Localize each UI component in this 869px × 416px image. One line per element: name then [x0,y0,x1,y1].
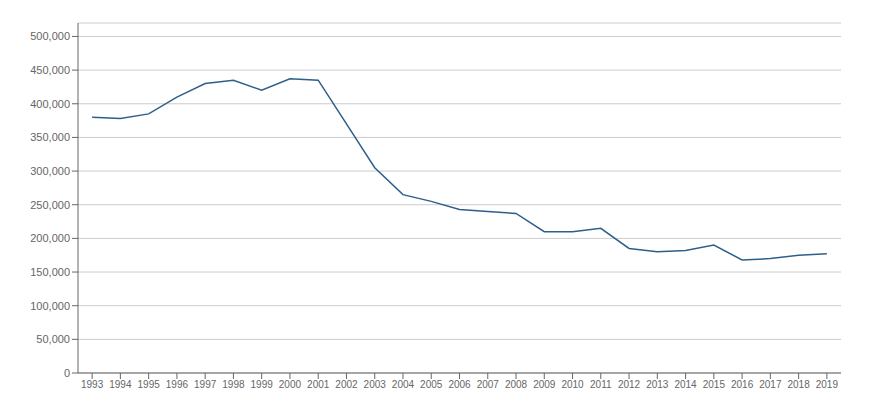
svg-text:2006: 2006 [448,379,471,390]
svg-text:2016: 2016 [731,379,754,390]
svg-text:0: 0 [64,367,70,379]
svg-text:500,000: 500,000 [30,30,70,42]
svg-text:1993: 1993 [81,379,104,390]
svg-text:2014: 2014 [674,379,697,390]
svg-text:2010: 2010 [561,379,584,390]
svg-text:2005: 2005 [420,379,443,390]
svg-text:2018: 2018 [787,379,810,390]
svg-text:250,000: 250,000 [30,199,70,211]
svg-text:2002: 2002 [335,379,358,390]
svg-text:2007: 2007 [477,379,500,390]
svg-text:2015: 2015 [703,379,726,390]
svg-text:1995: 1995 [138,379,161,390]
svg-text:2011: 2011 [590,379,612,390]
svg-text:2013: 2013 [646,379,669,390]
svg-text:2009: 2009 [533,379,556,390]
svg-text:1994: 1994 [109,379,132,390]
svg-text:2000: 2000 [279,379,302,390]
svg-text:2008: 2008 [505,379,528,390]
svg-text:2012: 2012 [618,379,641,390]
svg-text:2004: 2004 [392,379,415,390]
svg-text:450,000: 450,000 [30,64,70,76]
svg-text:300,000: 300,000 [30,165,70,177]
svg-text:2019: 2019 [816,379,839,390]
svg-text:350,000: 350,000 [30,131,70,143]
svg-text:1999: 1999 [251,379,274,390]
svg-text:1996: 1996 [166,379,189,390]
svg-text:2001: 2001 [307,379,330,390]
svg-text:100,000: 100,000 [30,300,70,312]
svg-text:1997: 1997 [194,379,217,390]
svg-text:200,000: 200,000 [30,232,70,244]
svg-text:50,000: 50,000 [36,333,70,345]
svg-text:150,000: 150,000 [30,266,70,278]
svg-text:1998: 1998 [222,379,245,390]
svg-text:400,000: 400,000 [30,98,70,110]
svg-text:2017: 2017 [759,379,782,390]
svg-text:2003: 2003 [364,379,387,390]
